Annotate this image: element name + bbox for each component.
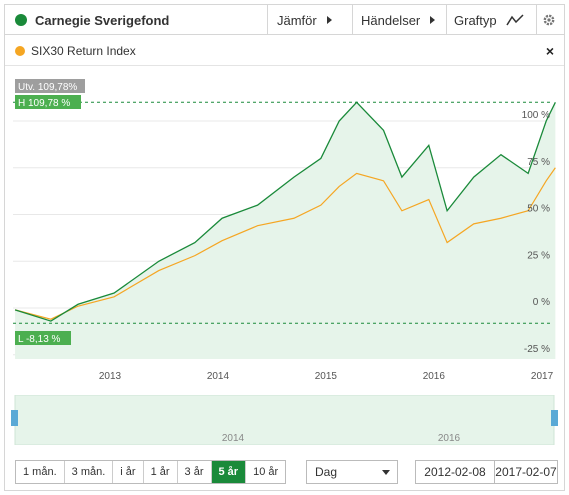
gear-icon xyxy=(543,14,555,26)
fund-series-line xyxy=(14,101,556,322)
x-tick-label: 2015 xyxy=(315,371,338,382)
range-selector: 1 mån. 3 mån. i år 1 år 3 år 5 år 10 år xyxy=(15,460,287,484)
range-button-3y[interactable]: 3 år xyxy=(177,461,212,483)
divider xyxy=(536,5,537,35)
y-tick-label: 25 % xyxy=(527,250,550,261)
chart-widget: Carnegie Sverigefond Jämför Händelser Gr… xyxy=(4,4,565,491)
date-from-field[interactable]: 2012-02-08 xyxy=(415,460,495,484)
fund-name: Carnegie Sverigefond xyxy=(35,12,170,28)
navigator-right-handle[interactable] xyxy=(551,410,558,426)
range-button-10y[interactable]: 10 år xyxy=(246,461,286,483)
index-color-dot xyxy=(15,45,25,56)
fund-area xyxy=(15,102,556,360)
high-text: H 109,78 % xyxy=(18,98,70,109)
navigator-left-handle[interactable] xyxy=(11,410,18,426)
price-chart[interactable]: 100 %75 %50 %25 %0 %-25 % 2013 2014 2015 20… xyxy=(5,67,564,392)
index-series-line xyxy=(14,167,556,320)
navigator-label: 2016 xyxy=(438,433,461,444)
y-tick-label: 75 % xyxy=(527,157,550,168)
divider xyxy=(446,5,447,35)
y-tick-label: 0 % xyxy=(533,297,550,308)
x-tick-label: 2014 xyxy=(207,371,230,382)
line-chart-icon xyxy=(505,14,524,26)
compare-label: Jämför xyxy=(277,12,317,28)
range-button-1m[interactable]: 1 mån. xyxy=(16,461,65,483)
divider xyxy=(267,5,268,35)
toolbar: Carnegie Sverigefond Jämför Händelser Gr… xyxy=(5,5,564,35)
x-tick-label: 2017 xyxy=(531,371,554,382)
close-icon[interactable]: × xyxy=(545,43,554,59)
graph-type-button[interactable]: Graftyp xyxy=(454,5,524,35)
x-axis-labels: 2013 2014 2015 2016 2017 xyxy=(99,371,554,382)
y-tick-label: 50 % xyxy=(527,204,550,215)
low-text: L -8,13 % xyxy=(18,334,61,345)
range-button-ytd[interactable]: i år xyxy=(113,461,144,483)
settings-button[interactable] xyxy=(542,5,556,35)
navigator[interactable]: 2014 2016 xyxy=(11,395,558,445)
events-label: Händelser xyxy=(361,12,421,28)
range-button-3m[interactable]: 3 mån. xyxy=(64,461,114,483)
low-badge: L -8,13 % xyxy=(15,331,71,345)
development-text: Utv. 109,78% xyxy=(18,82,77,93)
chevron-right-icon xyxy=(326,16,332,24)
divider xyxy=(352,5,353,35)
x-tick-label: 2016 xyxy=(423,371,446,382)
y-tick-label: 100 % xyxy=(522,110,550,121)
fund-selector[interactable]: Carnegie Sverigefond xyxy=(15,5,169,35)
navigator-label: 2014 xyxy=(222,433,245,444)
interval-select[interactable]: Dag xyxy=(306,460,398,484)
x-tick-label: 2013 xyxy=(99,371,122,382)
fund-color-dot xyxy=(15,14,27,26)
interval-value: Dag xyxy=(315,465,338,479)
legend-row: SIX30 Return Index xyxy=(5,36,564,66)
high-badge: H 109,78 % xyxy=(15,95,81,109)
chevron-down-icon xyxy=(382,470,390,475)
index-name: SIX30 Return Index xyxy=(31,43,136,58)
date-to-field[interactable]: 2017-02-07 xyxy=(494,460,558,484)
events-button[interactable]: Händelser xyxy=(361,5,436,35)
compare-button[interactable]: Jämför xyxy=(277,5,332,35)
y-tick-label: -25 % xyxy=(524,344,550,355)
graph-type-label: Graftyp xyxy=(454,12,497,28)
range-button-5y[interactable]: 5 år xyxy=(211,461,247,483)
development-badge: Utv. 109,78% xyxy=(15,79,85,93)
y-axis-labels: 100 % 75 % 50 % 25 % 0 % -25 % xyxy=(522,110,550,355)
range-button-1y[interactable]: 1 år xyxy=(143,461,178,483)
chevron-right-icon xyxy=(430,16,436,24)
